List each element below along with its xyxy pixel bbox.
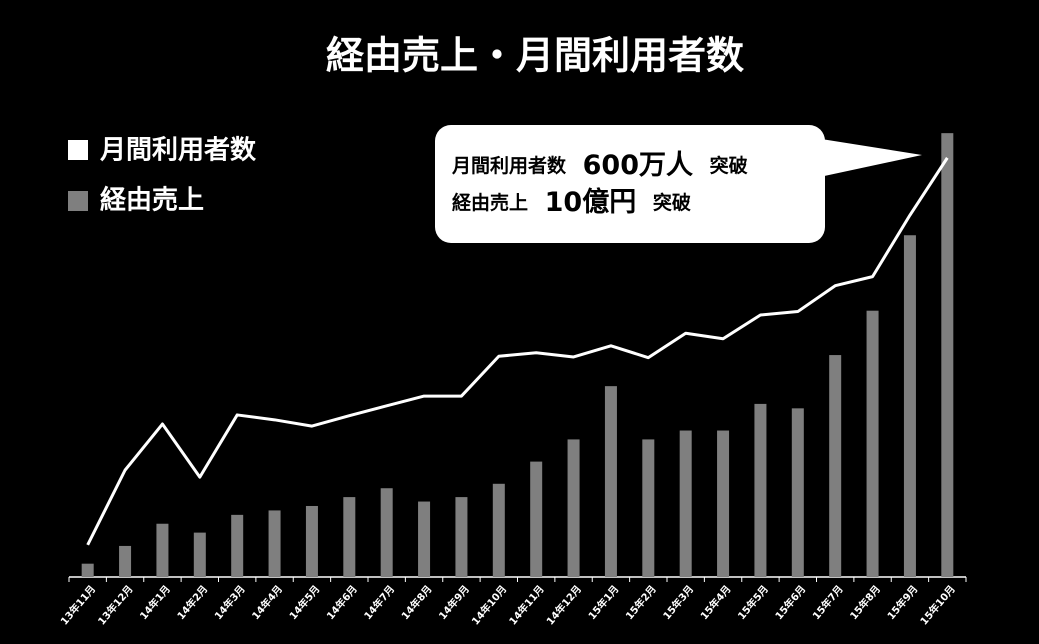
bar — [492, 483, 505, 577]
legend-label: 月間利用者数 — [99, 136, 257, 166]
callout-text: 突破 — [710, 154, 748, 177]
bar — [193, 532, 206, 577]
bar — [119, 545, 132, 577]
bar — [305, 505, 318, 577]
bar — [679, 430, 692, 577]
bar — [791, 408, 804, 577]
callout-emphasis: 600万人 — [583, 150, 693, 181]
bar — [530, 461, 543, 577]
bar — [941, 133, 954, 577]
bar — [903, 235, 916, 577]
bar — [231, 514, 244, 577]
bar — [268, 510, 281, 577]
bar — [829, 355, 842, 577]
bar — [418, 501, 431, 577]
callout-emphasis: 10億円 — [545, 187, 637, 218]
callout-line: 経由売上 10億円 突破 — [452, 187, 691, 218]
bar — [455, 497, 468, 577]
bar — [866, 310, 879, 577]
bar — [642, 439, 655, 577]
legend-swatch — [68, 140, 88, 160]
bar — [343, 497, 356, 577]
chart-title: 経由売上・月間利用者数 — [326, 34, 744, 78]
callout-text: 月間利用者数 — [451, 154, 567, 177]
callout-pointer — [815, 138, 922, 178]
bar — [717, 430, 730, 577]
bar — [81, 563, 94, 577]
callout-box — [435, 125, 825, 243]
bar — [567, 439, 580, 577]
legend-label: 経由売上 — [100, 185, 204, 216]
callout-line: 月間利用者数 600万人 突破 — [451, 150, 748, 181]
legend-swatch — [68, 191, 88, 211]
line — [86, 157, 949, 546]
callout-text: 突破 — [653, 191, 691, 214]
bar — [604, 386, 617, 577]
callout-text: 経由売上 — [452, 191, 528, 214]
bar — [754, 403, 767, 577]
bar — [156, 523, 169, 577]
bar — [380, 488, 393, 577]
